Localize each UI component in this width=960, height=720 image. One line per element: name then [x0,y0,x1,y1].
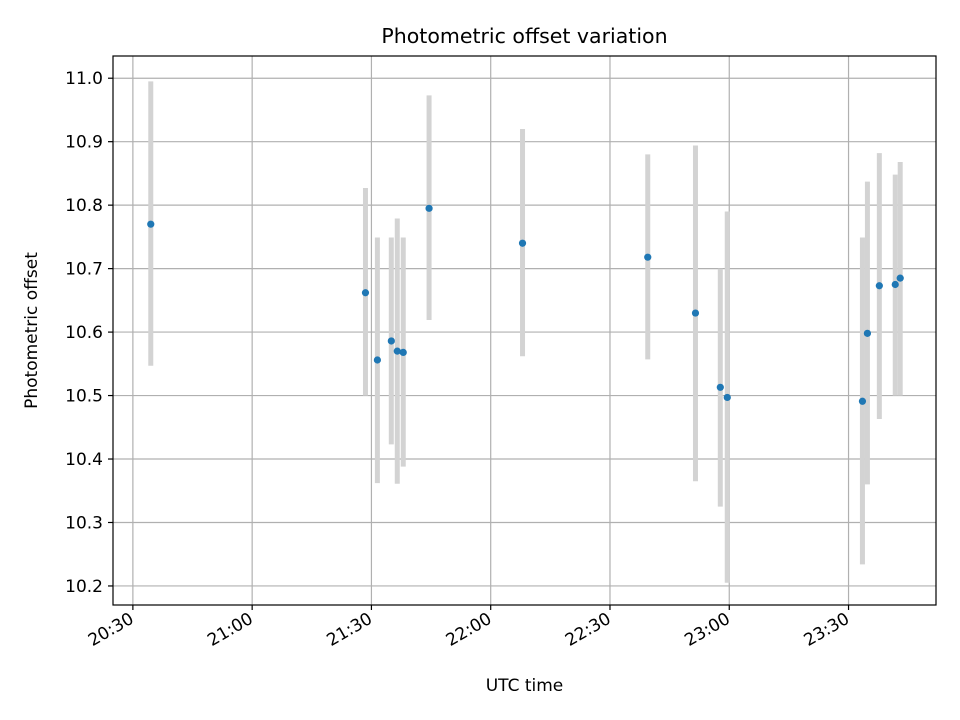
x-axis-label: UTC time [486,676,564,696]
data-point [716,383,724,391]
data-point [425,204,433,212]
y-tick-label: 10.7 [65,260,103,280]
y-tick-label: 10.4 [65,450,103,470]
data-point [723,393,731,402]
y-axis: 10.2 10.3 10.4 10.5 10.6 10.7 10.8 10.9 11.0 [65,69,113,597]
data-point [644,253,652,261]
data-points [147,204,904,405]
data-point [393,347,401,355]
data-point [361,289,370,297]
y-tick-label: 11.0 [65,69,103,89]
y-tick-label: 10.2 [65,577,103,597]
data-point [896,274,904,282]
data-point [147,220,155,228]
y-tick-label: 10.8 [65,196,103,216]
data-point [875,282,883,290]
data-point [399,348,407,356]
y-tick-label: 10.3 [65,513,103,533]
data-point [891,280,899,289]
y-tick-label: 10.5 [65,387,103,407]
data-point [858,397,867,405]
data-point [387,337,395,345]
plot-area [112,55,937,606]
data-point [691,309,700,317]
plot-frame [112,55,937,606]
data-point [373,356,381,364]
chart-title: Photometric offset variation [381,24,667,48]
y-axis-label: Photometric offset [22,252,42,409]
y-tick-label: 10.9 [65,133,103,153]
y-tick-label: 10.6 [65,323,103,343]
data-point [863,329,872,337]
data-point [518,239,527,247]
